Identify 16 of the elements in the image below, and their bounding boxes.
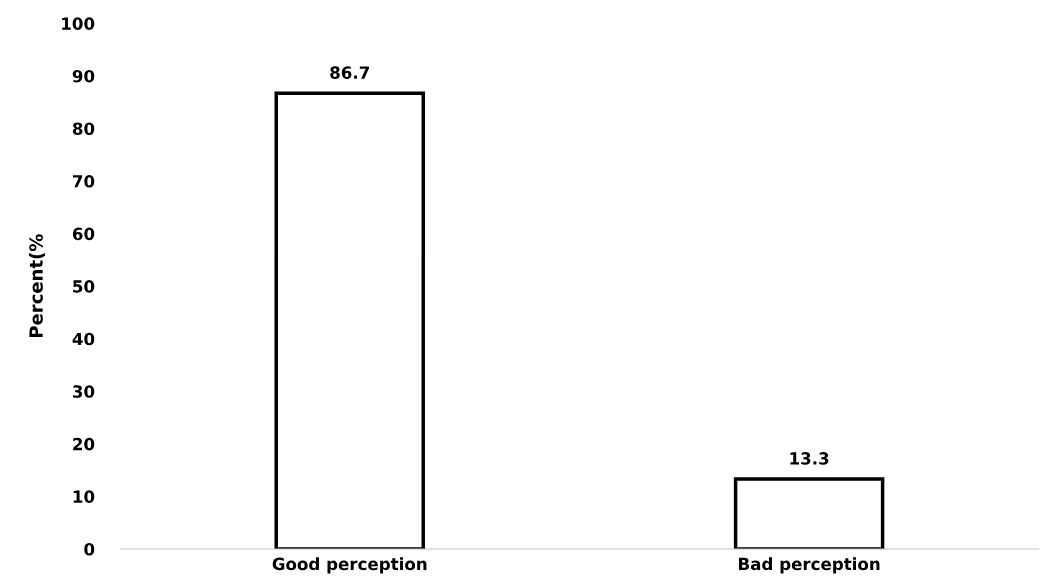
- data-label: 13.3: [790, 452, 829, 465]
- y-tick-label: 50: [73, 280, 95, 293]
- y-tick-label: 20: [73, 437, 95, 451]
- data-label: 86.7: [330, 66, 369, 79]
- y-tick-label: 0: [84, 542, 95, 556]
- y-tick-label: 70: [72, 175, 95, 188]
- y-axis-title: Percent(%: [28, 234, 46, 338]
- y-tick-label: 100: [62, 17, 95, 30]
- y-tick-label: 40: [72, 332, 95, 346]
- y-tick-label: 80: [72, 122, 95, 136]
- y-tick-label: 30: [72, 385, 95, 398]
- x-tick-label: Good perception: [272, 557, 427, 574]
- y-tick-label: 60: [72, 227, 95, 241]
- y-tick-label: 90: [72, 69, 95, 83]
- x-tick-label: Bad perception: [739, 557, 880, 574]
- y-tick-label: 10: [73, 490, 95, 503]
